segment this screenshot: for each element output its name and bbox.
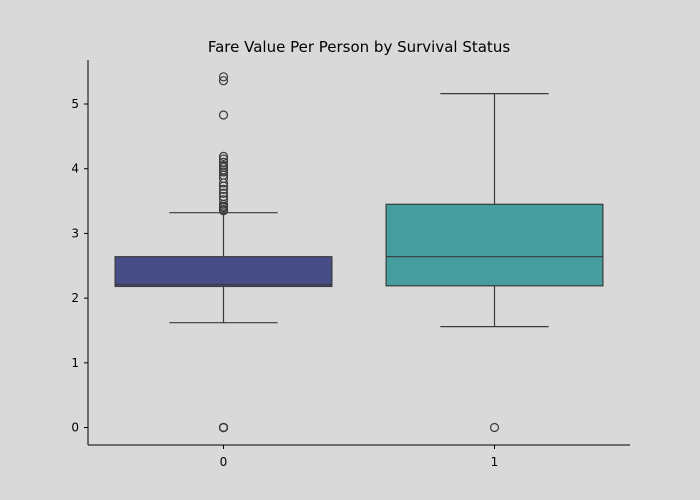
y-tick-label: 0	[71, 421, 79, 435]
y-tick-label: 1	[71, 356, 79, 370]
y-tick-label: 4	[71, 162, 79, 176]
outlier-point	[489, 422, 500, 433]
outlier-point	[218, 422, 229, 433]
outlier-point	[218, 154, 229, 164]
y-tick-label: 5	[71, 97, 79, 111]
outlier-point	[218, 110, 229, 120]
outlier-point	[218, 72, 229, 82]
y-tick-label: 3	[71, 226, 79, 240]
outlier-point	[218, 188, 229, 198]
outlier-point	[218, 76, 229, 86]
y-tick-label: 2	[71, 291, 79, 305]
outlier-point	[218, 191, 229, 202]
outlier-point	[218, 195, 229, 205]
outlier-point	[218, 151, 229, 162]
box-iqr	[114, 256, 333, 288]
box-iqr	[385, 203, 604, 287]
outlier-point	[218, 184, 229, 195]
outlier-point	[218, 160, 229, 171]
x-tick-label: 0	[220, 455, 228, 469]
x-tick-label: 1	[491, 455, 499, 469]
chart-title: Fare Value Per Person by Survival Status	[208, 38, 510, 56]
plot-area: 0 1 2 3 4 5 0 1	[71, 60, 630, 469]
outlier-point	[218, 157, 229, 167]
